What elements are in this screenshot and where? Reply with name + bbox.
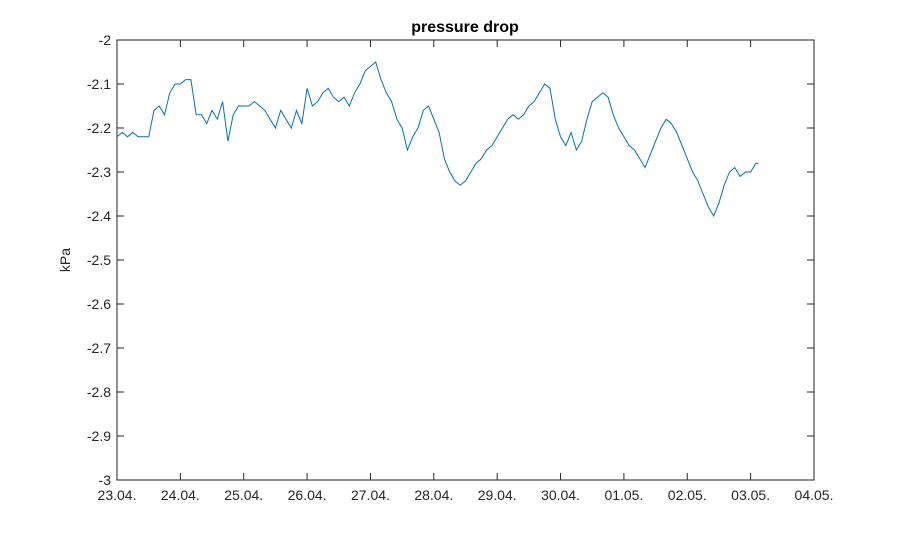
x-tick-label: 24.04. [161,487,200,503]
x-tick-label: 03.05. [731,487,770,503]
x-tick-label: 26.04. [288,487,327,503]
y-tick-label: -2.2 [87,120,111,136]
y-tick-label: -3 [99,472,112,488]
chart-title: pressure drop [411,19,519,36]
x-tick-label: 27.04. [351,487,390,503]
y-tick-label: -2.8 [87,384,111,400]
x-tick-label: 02.05. [668,487,707,503]
y-tick-label: -2.9 [87,428,111,444]
x-tick-label: 29.04. [478,487,517,503]
x-tick-label: 01.05. [604,487,643,503]
x-axis: 23.04. 24.04. 25.04. 26.04. 27.04. 28.04. 29.0… [98,40,834,503]
series-line [116,61,759,218]
y-tick-label: -2.3 [87,164,111,180]
x-tick-label: 28.04. [414,487,453,503]
y-tick-label: -2.5 [87,252,111,268]
x-tick-label: 30.04. [541,487,580,503]
x-tick-label: 23.04. [98,487,137,503]
y-tick-label: -2.1 [87,76,111,92]
x-tick-label: 04.05. [795,487,834,503]
y-tick-label: -2.7 [87,340,111,356]
y-axis: -3 -2.9 -2.8 -2.7 -2.6 -2.5 -2.4 -2.3 -2.2 -2.1 -2 [87,32,814,488]
y-axis-label: kPa [57,248,73,272]
x-tick-label: 25.04. [224,487,263,503]
y-tick-label: -2 [99,32,112,48]
y-tick-label: -2.6 [87,296,111,312]
y-tick-label: -2.4 [87,208,111,224]
